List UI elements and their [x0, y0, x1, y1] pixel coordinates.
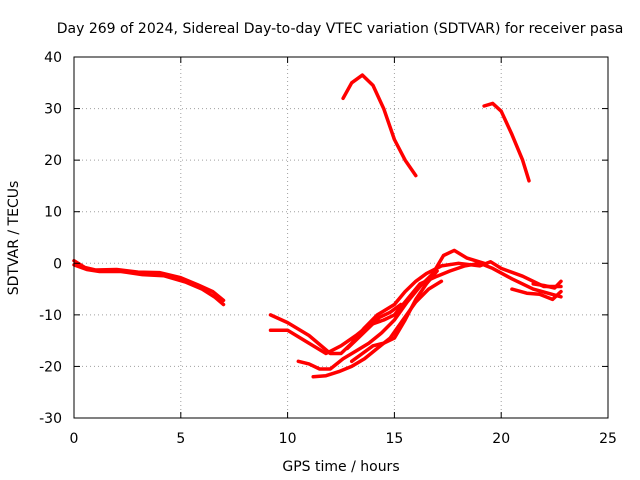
x-axis-label: GPS time / hours — [282, 459, 399, 475]
y-tick-label: 10 — [44, 205, 62, 221]
y-tick-label: -30 — [39, 411, 62, 427]
series-track-j — [345, 302, 403, 351]
y-tick-label: -10 — [39, 308, 62, 324]
x-tick-label: 15 — [385, 431, 403, 447]
y-tick-labels: -30 -20 -10 0 10 20 30 40 — [39, 50, 62, 427]
y-tick-label: 30 — [44, 102, 62, 118]
grid-lines — [74, 57, 608, 418]
x-tick-labels: 0 5 10 15 20 25 — [70, 431, 617, 447]
x-tick-label: 5 — [176, 431, 185, 447]
series-track-b — [72, 263, 226, 307]
series-track-e — [268, 259, 563, 356]
y-tick-label: 40 — [44, 50, 62, 66]
series-track-a — [72, 258, 226, 303]
series-track-i — [349, 269, 439, 364]
y-tick-label: 20 — [44, 153, 62, 169]
tick-marks — [73, 56, 609, 419]
series-track-c — [341, 73, 418, 178]
plot-frame — [73, 56, 609, 419]
y-axis-label: SDTVAR / TECUs — [6, 181, 22, 296]
y-tick-label: 0 — [53, 256, 62, 272]
x-tick-label: 0 — [70, 431, 79, 447]
series-track-l — [531, 279, 563, 290]
series-track-h — [311, 279, 444, 379]
series-track-k — [510, 287, 563, 302]
x-tick-label: 20 — [492, 431, 510, 447]
series-track-d — [482, 101, 531, 183]
chart-title: Day 269 of 2024, Sidereal Day-to-day VTE… — [57, 21, 624, 37]
x-tick-label: 25 — [599, 431, 617, 447]
x-tick-label: 10 — [279, 431, 297, 447]
y-tick-label: -20 — [39, 359, 62, 375]
series-layer — [72, 73, 563, 379]
series-track-g — [296, 248, 486, 371]
